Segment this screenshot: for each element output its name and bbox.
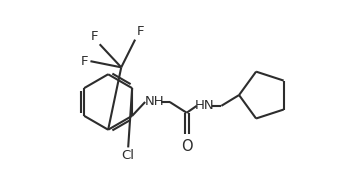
- Text: Cl: Cl: [122, 149, 135, 162]
- Text: O: O: [181, 139, 193, 154]
- Text: F: F: [81, 55, 88, 68]
- Text: HN: HN: [195, 99, 214, 112]
- Text: F: F: [91, 30, 98, 43]
- Text: F: F: [137, 25, 144, 38]
- Text: NH: NH: [145, 95, 164, 108]
